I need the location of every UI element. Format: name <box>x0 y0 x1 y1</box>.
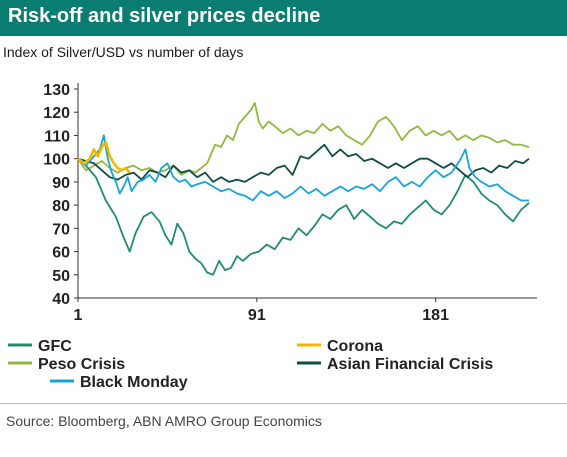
y-tick-label: 120 <box>43 105 70 122</box>
legend-label-black-monday: Black Monday <box>80 374 188 391</box>
y-tick-label: 90 <box>52 175 70 192</box>
source-divider <box>0 403 567 404</box>
legend-label-peso-crisis: Peso Crisis <box>38 356 125 373</box>
y-tick-label: 40 <box>52 291 70 308</box>
y-tick-label: 130 <box>43 82 70 99</box>
line-chart: 40 50 60 70 80 90 100 110 120 130 1 91 181 GFC Corona… <box>8 82 537 391</box>
y-tick-label: 50 <box>52 268 70 285</box>
chart-subtitle: Index of Silver/USD vs number of days <box>3 44 244 60</box>
x-tick-label: 91 <box>248 307 266 324</box>
title-bar: Risk-off and silver prices decline <box>0 0 567 36</box>
legend-label-gfc: GFC <box>38 338 72 355</box>
series-line-gfc <box>77 158 530 276</box>
series-line-peso-crisis <box>77 102 530 176</box>
series-line-black-monday <box>77 134 529 202</box>
y-tick-label: 60 <box>52 245 70 262</box>
y-tick-label: 110 <box>44 128 70 145</box>
y-tick-label: 80 <box>52 198 70 215</box>
legend: GFC Corona Peso Crisis Asian Financial Cris… <box>8 338 493 391</box>
x-tick-label: 1 <box>74 307 83 324</box>
chart-title: Risk-off and silver prices decline <box>8 5 321 27</box>
y-tick-label: 70 <box>52 221 70 238</box>
axes: 40 50 60 70 80 90 100 110 120 130 1 91 181 <box>43 82 537 324</box>
series-line-asian-financial-crisis <box>77 143 530 183</box>
source-note: Source: Bloomberg, ABN AMRO Group Econom… <box>6 413 322 429</box>
x-tick-label: 181 <box>422 307 449 324</box>
legend-label-corona: Corona <box>327 338 383 355</box>
y-tick-label: 100 <box>43 152 70 169</box>
series-line-corona <box>77 141 131 174</box>
legend-label-asian-financial-crisis: Asian Financial Crisis <box>327 356 493 373</box>
series-lines <box>77 102 530 276</box>
